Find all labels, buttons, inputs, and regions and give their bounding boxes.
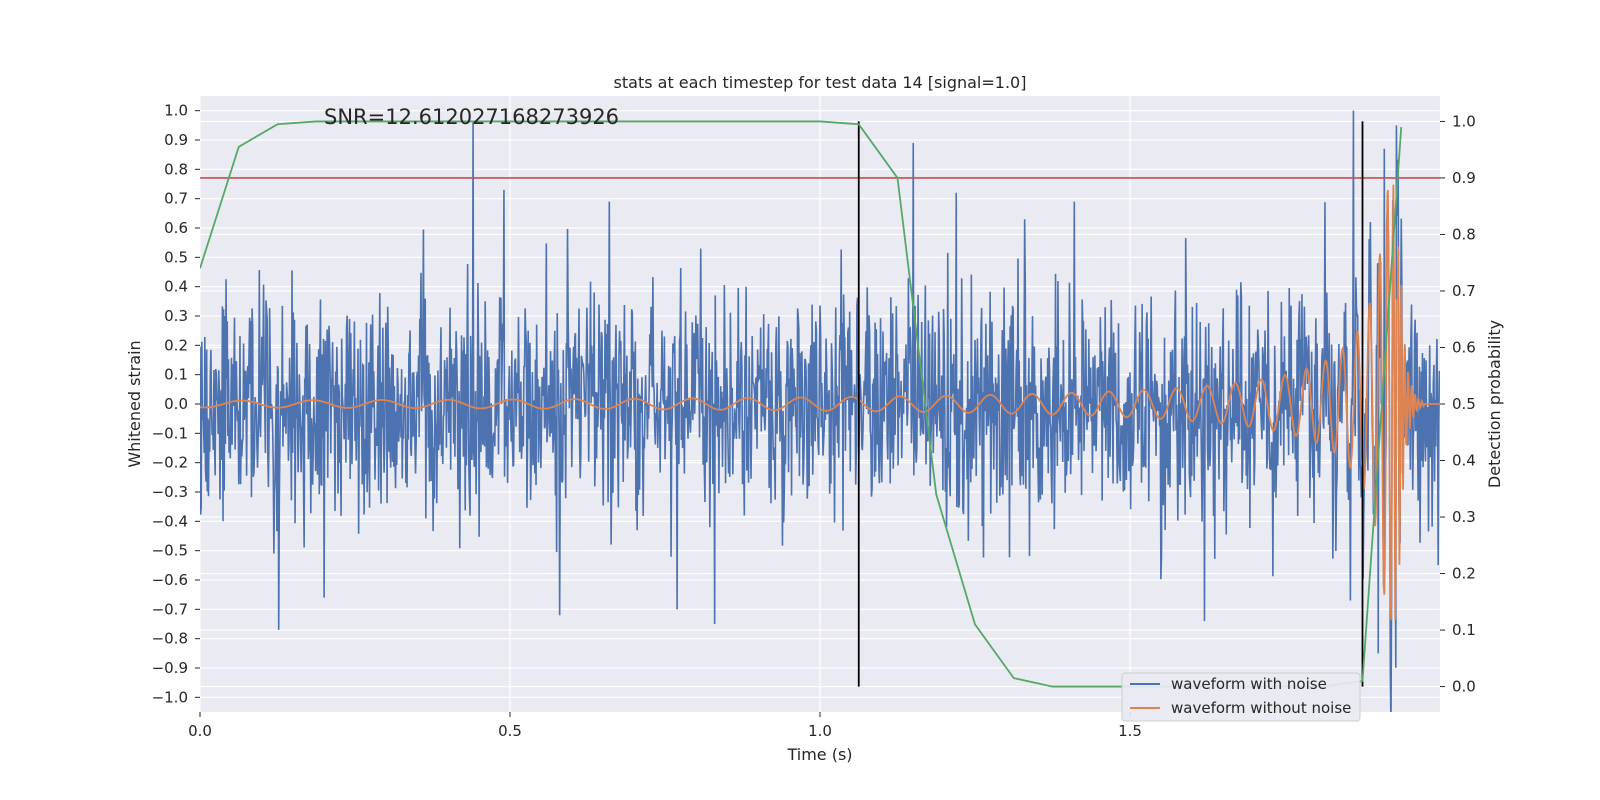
y-left-tick-label: 0.0 (164, 395, 188, 413)
x-tick-label: 1.0 (808, 722, 832, 740)
legend: waveform with noise waveform without noi… (1121, 672, 1361, 722)
y-left-tick-label: 0.9 (164, 131, 188, 149)
y-left-tick-label: 1.0 (164, 102, 188, 120)
chart-title: stats at each timestep for test data 14 … (614, 73, 1027, 92)
y-left-tick-label: −1.0 (152, 688, 188, 706)
y-axis-right-label: Detection probability (1485, 320, 1504, 488)
y-left-tick-label: −0.3 (152, 483, 188, 501)
axes: 0.0 0.5 1.0 1.5 −1.0 −0.9 −0.8 −0.7 −0.6 −0.5 −0.4… (152, 102, 1476, 740)
y-right-tick-label: 0.4 (1452, 452, 1476, 470)
y-left-tick-label: −0.5 (152, 542, 188, 560)
y-right-tick-label: 0.3 (1452, 508, 1476, 526)
x-axis-label: Time (s) (786, 745, 852, 764)
series-waveform-without-noise (200, 184, 1440, 620)
y-left-tick-label: −0.9 (152, 659, 188, 677)
y-left-tick-label: −0.1 (152, 424, 188, 442)
y-left-tick-label: 0.7 (164, 190, 188, 208)
y-left-tick-label: 0.6 (164, 219, 188, 237)
y-right-tick-label: 0.6 (1452, 338, 1476, 356)
grid (199, 96, 1440, 712)
y-axis-left-label: Whitened strain (125, 340, 144, 467)
legend-label-waveform-without-noise: waveform without noise (1171, 699, 1351, 717)
y-left-tick-label: 0.8 (164, 160, 188, 178)
y-left-tick-label: 0.5 (164, 248, 188, 266)
x-tick-label: 0.0 (188, 722, 212, 740)
series-waveform-with-noise (200, 110, 1440, 712)
y-left-tick-label: −0.8 (152, 630, 188, 648)
y-right-tick-label: 0.7 (1452, 282, 1476, 300)
y-right-tick-label: 0.0 (1452, 678, 1476, 696)
x-tick-label: 1.5 (1118, 722, 1142, 740)
y-left-tick-label: 0.2 (164, 336, 188, 354)
x-tick-label: 0.5 (498, 722, 522, 740)
y-right-tick-label: 1.0 (1452, 112, 1476, 130)
y-left-tick-label: 0.1 (164, 366, 188, 384)
y-left-tick-label: 0.3 (164, 307, 188, 325)
y-right-tick-label: 0.2 (1452, 565, 1476, 583)
y-left-tick-label: 0.4 (164, 278, 188, 296)
y-left-tick-label: −0.2 (152, 454, 188, 472)
y-left-tick-label: −0.7 (152, 600, 188, 618)
y-right-tick-label: 0.1 (1452, 621, 1476, 639)
snr-annotation: SNR=12.612027168273926 (324, 105, 619, 129)
legend-box (1121, 672, 1361, 722)
y-left-tick-label: −0.4 (152, 512, 188, 530)
legend-label-waveform-with-noise: waveform with noise (1171, 675, 1327, 693)
y-left-tick-label: −0.6 (152, 571, 188, 589)
y-right-tick-label: 0.9 (1452, 169, 1476, 187)
y-right-tick-label: 0.8 (1452, 225, 1476, 243)
y-right-tick-label: 0.5 (1452, 395, 1476, 413)
